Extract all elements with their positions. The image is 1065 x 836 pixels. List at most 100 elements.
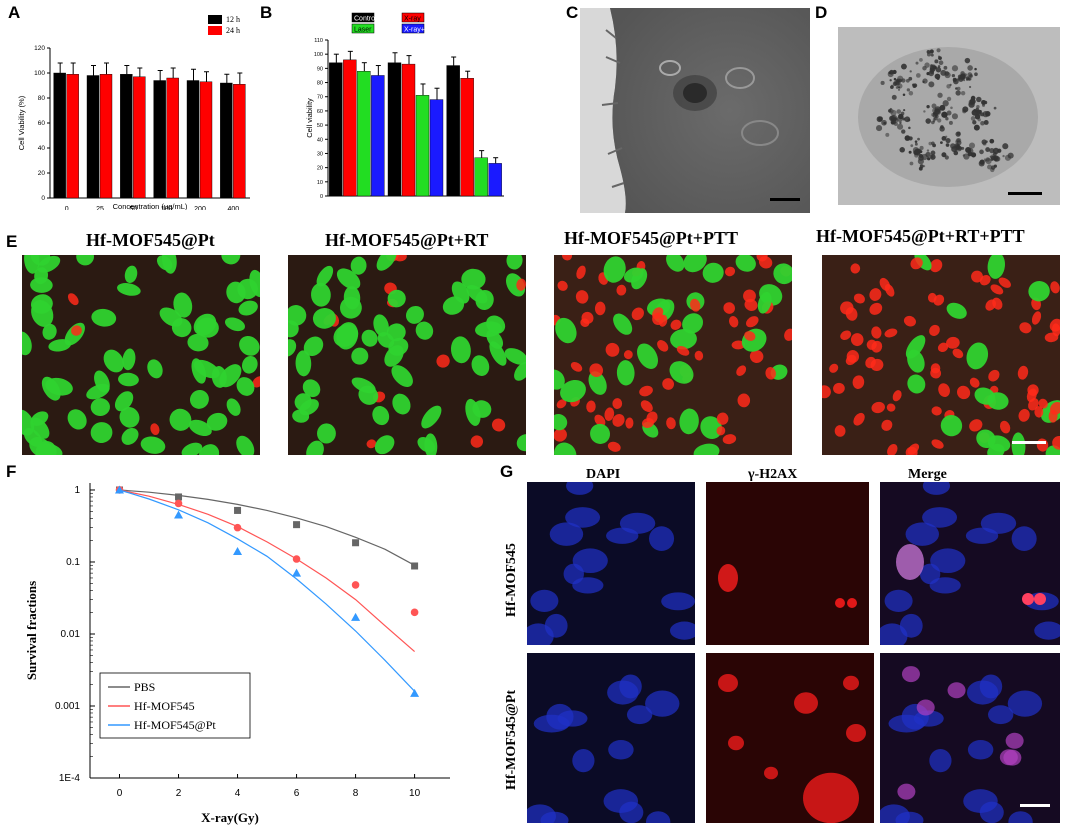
particle [934, 106, 941, 113]
dead-cell [580, 318, 590, 327]
dead-cell [886, 403, 896, 412]
particle [914, 142, 918, 146]
live-cell [181, 442, 203, 455]
data-point [115, 485, 125, 494]
chart-a: 0 20 40 60 80 100 120 0 25 50 100 200 400 Cell Viabil… [17, 15, 250, 210]
live-cell [554, 413, 568, 431]
particle [993, 106, 997, 110]
particle [983, 100, 988, 105]
dead-cell [1026, 388, 1037, 403]
dead-cell [892, 390, 902, 402]
live-cell [504, 348, 526, 365]
nucleus [661, 592, 695, 611]
foci [843, 675, 859, 691]
live-cell [312, 308, 336, 329]
particle [898, 86, 901, 89]
bar [474, 157, 488, 197]
particle [948, 120, 953, 125]
foci [718, 564, 738, 592]
particle [908, 91, 914, 96]
particle [876, 125, 883, 132]
merged-spot [916, 699, 935, 716]
particle [974, 67, 977, 71]
category-label: 25 [96, 206, 104, 210]
particle [937, 55, 940, 58]
nucleus [979, 674, 1003, 699]
particle [950, 106, 953, 110]
live-cell [442, 296, 465, 315]
y-tick-label: 0 [320, 194, 323, 200]
dead-cell [850, 263, 861, 274]
particle [934, 113, 938, 117]
particle [941, 136, 947, 141]
live-cell [311, 282, 331, 307]
live-cell [288, 320, 299, 338]
live-cell [603, 256, 626, 283]
particle [974, 114, 981, 120]
panel-label-c: C [566, 3, 579, 22]
live-cell [461, 268, 486, 290]
dead-cell [556, 399, 567, 409]
live-cell [159, 307, 183, 327]
dead-cell [992, 297, 1003, 310]
fluor-title-1: Hf-MOF545@Pt [86, 230, 215, 250]
particle [925, 118, 932, 124]
live-cell [67, 409, 87, 430]
live-cell [376, 255, 397, 271]
particle [927, 157, 931, 161]
particle [989, 155, 992, 158]
particle [968, 85, 972, 89]
nucleus [922, 482, 951, 495]
particle [904, 135, 911, 141]
live-cell [121, 427, 139, 445]
bar [415, 95, 430, 197]
dead-cell [736, 365, 747, 376]
nucleus [919, 563, 941, 585]
fluor-title-4: Hf-MOF545@Pt+RT+PTT [816, 226, 1025, 246]
dead-cell [1038, 398, 1048, 409]
live-cell [516, 434, 526, 452]
dead-cell [910, 257, 923, 270]
dead-cell [470, 435, 484, 448]
live-cell [702, 262, 724, 283]
particle [972, 120, 977, 125]
merged-spot [901, 666, 920, 683]
particle [964, 57, 971, 64]
bar [166, 77, 179, 199]
particle [992, 147, 1000, 155]
col-header-dapi: DAPI [586, 467, 621, 482]
y-tick-label: 20 [317, 166, 323, 172]
particle [888, 108, 894, 114]
live-cell [42, 323, 57, 340]
particle [1002, 154, 1005, 158]
particle [979, 159, 985, 165]
particle [987, 164, 993, 170]
particle [995, 156, 1001, 162]
y-tick-label: 0 [41, 195, 45, 202]
live-cell [489, 341, 507, 366]
particle [941, 111, 947, 118]
particle [900, 111, 905, 116]
tem-image-d [838, 27, 1060, 205]
nucleus [884, 589, 913, 613]
particle [933, 116, 938, 121]
y-tick-label: 120 [34, 45, 45, 52]
particle [929, 49, 934, 54]
dead-cell [1034, 406, 1044, 418]
legend-label: PBS [134, 680, 155, 694]
nucleus [530, 589, 559, 613]
dead-cell [871, 340, 883, 353]
dead-cell [850, 333, 864, 347]
live-cell [666, 255, 685, 272]
live-cell [76, 255, 95, 266]
scale-bar [1012, 441, 1046, 444]
data-point [175, 493, 183, 501]
x-tick-label: 8 [353, 788, 359, 799]
live-cell [613, 313, 633, 335]
particle [993, 157, 997, 160]
live-cell [236, 377, 255, 396]
chart-b: 0 10 20 30 40 50 60 70 80 90 100 110 Cell viability C… [305, 12, 504, 200]
live-cell [670, 328, 697, 350]
live-cell [486, 315, 506, 334]
particle [990, 165, 996, 170]
